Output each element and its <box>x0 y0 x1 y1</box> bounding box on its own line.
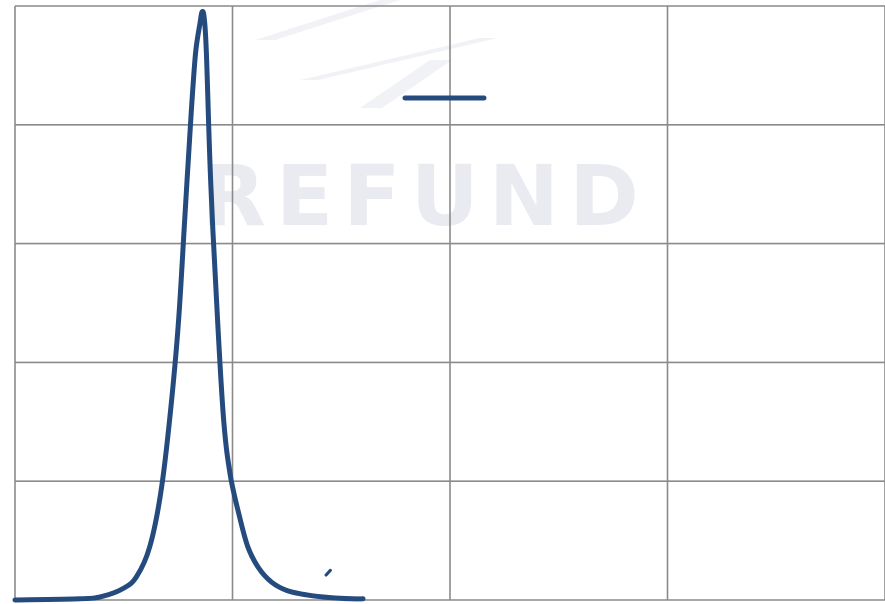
watermark-text: REFUND <box>201 147 649 245</box>
series-line-0 <box>12 8 366 603</box>
watermark: REFUND <box>201 0 649 245</box>
series-layer <box>12 8 366 603</box>
grid <box>14 5 885 601</box>
watermark-chevron-icon <box>255 0 498 108</box>
stray-mark <box>324 568 332 577</box>
